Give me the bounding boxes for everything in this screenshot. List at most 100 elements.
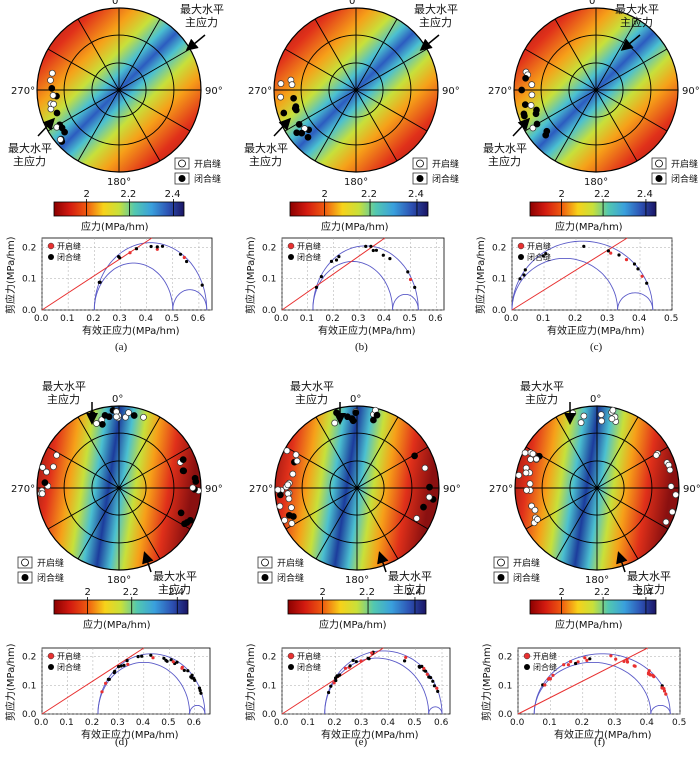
mohr-closed-point: [200, 283, 204, 287]
failure-envelope: [41, 237, 153, 311]
mohr-open-point: [662, 689, 667, 693]
y-tick-label: 0.1: [262, 275, 276, 285]
mohr-closed-point: [165, 659, 169, 663]
mohr-closed-point: [319, 275, 323, 279]
label-north: 0°: [349, 0, 360, 7]
closed-fracture-point: [533, 120, 541, 128]
y-axis-label: 剪应力(MPa/hm): [244, 643, 257, 721]
mohr-legend-open-symbol: [47, 242, 55, 250]
x-tick-label: 0.4: [136, 718, 151, 728]
x-tick-label: 0.6: [191, 314, 206, 324]
closed-fracture-point: [53, 109, 61, 117]
mohr-closed-point: [432, 684, 436, 688]
mohr-closed-point: [636, 267, 640, 271]
open-fracture-point: [48, 69, 56, 77]
y-tick-label: 0.0: [22, 710, 37, 720]
colorbar-title: 应力(MPa/hm): [319, 618, 387, 631]
failure-envelope: [281, 647, 384, 715]
open-fracture-point: [288, 504, 295, 511]
legend-open-label: 开启缝: [277, 557, 304, 569]
open-fracture-point: [289, 470, 297, 478]
colorbar-tick-label: 2: [559, 587, 565, 598]
mohr-closed-point: [337, 255, 341, 259]
mohr-closed-point: [574, 661, 578, 666]
y-axis-label: 剪应力(MPa/hm): [4, 236, 17, 314]
open-fracture-point: [140, 413, 147, 421]
label-north: 0°: [350, 394, 361, 405]
closed-fracture-point: [426, 483, 433, 491]
mohr-open-point: [151, 656, 155, 660]
mohr-closed-point: [197, 686, 202, 690]
x-tick-label: 0.3: [112, 314, 126, 324]
x-tick-label: 0.5: [672, 718, 686, 728]
open-fracture-point: [534, 516, 541, 523]
open-fracture-point: [577, 419, 585, 426]
mohr-closed-point: [334, 676, 338, 680]
closed-fracture-point: [420, 503, 427, 511]
mohr-circle-inner: [533, 661, 652, 715]
shmax-arrow-top: [620, 34, 641, 51]
mohr-closed-point: [134, 247, 139, 251]
closed-fracture-point: [101, 412, 109, 419]
colorbar: [289, 201, 429, 217]
legend-open-label: 开启缝: [671, 158, 698, 170]
mohr-closed-point: [354, 660, 358, 664]
colorbar-title: 应力(MPa/hm): [555, 618, 623, 631]
mohr-closed-point: [369, 244, 373, 248]
closed-fracture-point: [298, 129, 306, 137]
shmax-label-bottom: 最大水平主应力: [153, 569, 197, 596]
open-fracture-point: [277, 80, 285, 87]
x-axis-label: 有效正应力(MPa/hm): [81, 728, 179, 741]
colorbar-tick-label: 2: [559, 189, 565, 200]
shmax-label-bottom: 最大水平主应力: [627, 569, 671, 596]
open-fracture-point: [38, 490, 46, 498]
legend-open-label: 开启缝: [513, 557, 540, 569]
x-tick-label: 0.3: [110, 718, 124, 728]
x-tick-label: 0.1: [60, 314, 74, 324]
mohr-closed-point: [122, 663, 126, 668]
legend-open-symbol: [497, 558, 505, 567]
closed-fracture-point: [177, 509, 185, 517]
colorbar-tick-label: 2: [320, 587, 326, 598]
colorbar-tick-label: 2.2: [359, 587, 375, 598]
colorbar-tick-label: 2.2: [594, 587, 610, 598]
x-axis-label: 有效正应力(MPa/hm): [82, 324, 180, 337]
y-axis-label: 剪应力(MPa/hm): [4, 643, 17, 721]
open-fracture-point: [43, 468, 50, 476]
mohr-open-point: [343, 666, 348, 670]
open-fracture-point: [331, 419, 339, 427]
open-fracture-point: [281, 516, 288, 524]
mohr-closed-point: [617, 253, 621, 257]
label-south: 180°: [345, 575, 369, 586]
open-fracture-point: [526, 480, 534, 488]
mohr-legend-open-symbol: [287, 652, 295, 660]
mohr-legend-open-symbol: [47, 652, 55, 660]
mohr-legend-open-symbol: [287, 242, 295, 250]
mohr-legend-open-label: 开启缝: [57, 241, 81, 251]
mohr-open-point: [609, 251, 613, 255]
x-tick-label: 0.1: [542, 718, 556, 728]
stereonet-spoke: [77, 18, 161, 162]
mohr-legend-closed-symbol: [524, 664, 530, 670]
label-east: 90°: [682, 86, 700, 97]
mohr-open-point: [624, 258, 629, 262]
shmax-label-top: 最大水平主应力: [615, 2, 659, 29]
mohr-circle-small: [617, 292, 654, 310]
closed-fracture-point: [521, 112, 528, 120]
mohr-closed-point: [118, 256, 122, 260]
mohr-circle-inner: [93, 262, 174, 311]
mohr-open-point: [647, 669, 651, 673]
closed-fracture-point: [532, 110, 540, 118]
x-tick-label: 0.4: [632, 314, 647, 324]
mohr-closed-point: [190, 673, 194, 677]
open-fracture-point: [523, 486, 530, 494]
mohr-open-point: [180, 665, 184, 670]
mohr-closed-point: [645, 281, 649, 285]
x-tick-label: 0.4: [381, 718, 396, 728]
mohr-closed-point: [329, 684, 333, 688]
